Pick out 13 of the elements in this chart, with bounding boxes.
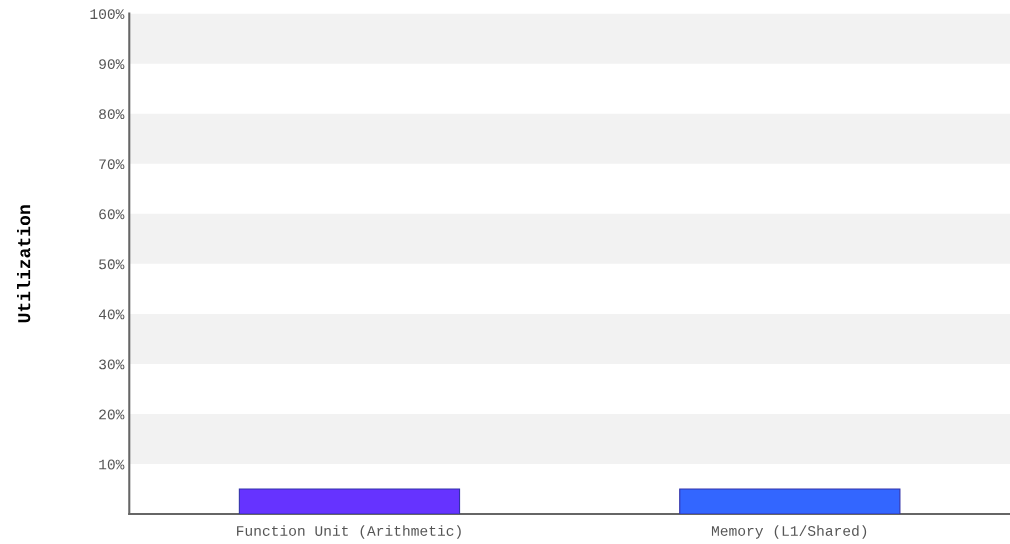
y-tick-label: 10% [99,459,125,470]
y-tick-label: 70% [99,159,125,170]
y-tick-label: 40% [98,309,125,320]
y-axis-title: Utilization [17,205,31,323]
y-tick-label: 50% [99,259,125,270]
y-tick-label: 100% [90,9,125,20]
y-tick-label: 80% [99,109,125,120]
x-tick-label: Function Unit (Arithmetic) [237,525,461,539]
y-tick-label: 20% [99,409,125,420]
x-tick-label: Memory (L1/Shared) [711,525,867,539]
y-tick-label: 90% [99,59,125,70]
y-tick-label: 30% [99,359,125,370]
y-tick-label: 60% [99,209,125,220]
